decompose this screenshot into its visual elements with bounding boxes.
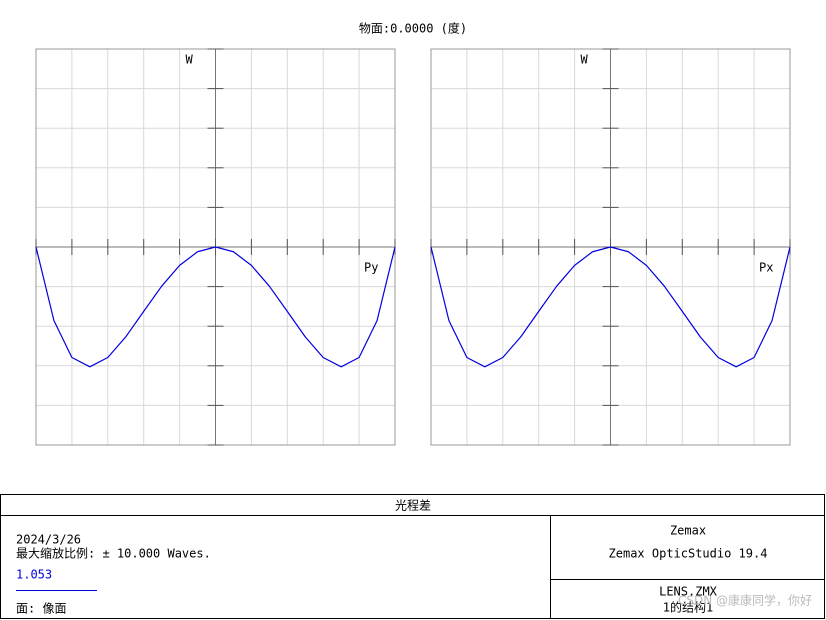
footer-box <box>0 494 825 619</box>
config: 1的结构1 <box>663 600 713 615</box>
file: LENS.ZMX <box>659 585 718 599</box>
scale: 最大缩放比例: ± 10.000 Waves. <box>16 546 211 561</box>
brand: Zemax <box>670 524 706 538</box>
y-axis-label: W <box>581 53 589 67</box>
opd-curve <box>430 246 791 368</box>
surface: 面: 像面 <box>16 602 66 616</box>
product: Zemax OpticStudio 19.4 <box>609 547 768 561</box>
date: 2024/3/26 <box>16 533 81 547</box>
x-axis-label: Px <box>759 261 773 275</box>
footer-title: 光程差 <box>395 498 431 513</box>
y-axis-label: W <box>186 53 194 67</box>
plot-title: 物面:0.0000 (度) <box>359 21 467 36</box>
opd-curve <box>35 246 396 368</box>
x-axis-label: Py <box>364 261 378 275</box>
ratio: 1.053 <box>16 568 52 582</box>
watermark: CSDN @康康同学，你好 <box>678 593 812 608</box>
